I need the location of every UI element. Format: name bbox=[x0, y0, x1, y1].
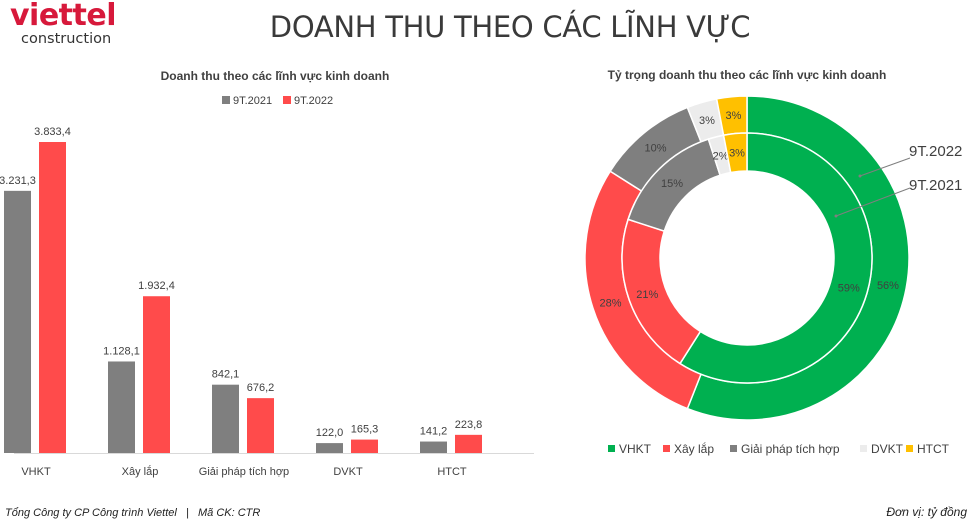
donut-slice-9T.2021-4 bbox=[722, 132, 748, 174]
slice-percent-label: 10% bbox=[645, 142, 667, 154]
legend-swatch bbox=[730, 445, 737, 452]
slice-percent-label: 56% bbox=[877, 280, 899, 292]
legend-label: HTCT bbox=[917, 442, 950, 456]
legend-swatch bbox=[860, 445, 867, 452]
bar-value-label: 122,0 bbox=[316, 427, 344, 439]
logo-subtitle: construction bbox=[21, 31, 112, 47]
bar-value-label: 676,2 bbox=[247, 382, 275, 394]
donut-legend: VHKT Xây lắp Giải pháp tích hợp DVKT HTCT bbox=[608, 441, 950, 456]
annotation-label-2022: 9T.2022 bbox=[909, 143, 962, 160]
annotation-leader-2021 bbox=[835, 187, 911, 217]
bar-chart: Doanh thu theo các lĩnh vực kinh doanh 9… bbox=[0, 69, 534, 478]
bar-value-label: 1.128,1 bbox=[103, 345, 140, 357]
footer-unit: Đơn vị: tỷ đồng bbox=[886, 505, 967, 519]
legend-label: Xây lắp bbox=[674, 441, 714, 456]
bar-value-label: 3.231,3 bbox=[0, 175, 36, 187]
donut-chart-title: Tỷ trọng doanh thu theo các lĩnh vực kin… bbox=[608, 68, 887, 82]
bar-9T.2021-4 bbox=[420, 441, 447, 453]
slice-percent-label: 59% bbox=[838, 283, 860, 295]
bar-9T.2022-2 bbox=[247, 398, 274, 453]
bar-chart-title: Doanh thu theo các lĩnh vực kinh doanh bbox=[161, 69, 390, 83]
legend-swatch bbox=[663, 445, 670, 452]
bar-chart-legend: 9T.2021 9T.2022 bbox=[222, 95, 333, 107]
category-label: Xây lắp bbox=[122, 465, 159, 478]
legend-swatch-2022 bbox=[283, 96, 291, 104]
bars-group: 3.231,3 3.833,4 VHKT 1.128,1 1.932,4 Xây lắp 8… bbox=[0, 126, 482, 478]
annotation-label-2021: 9T.2021 bbox=[909, 177, 962, 194]
bar-value-label: 3.833,4 bbox=[34, 126, 71, 138]
annotation-leader-2022 bbox=[859, 157, 911, 177]
donut-rings: 56%28%10%3% 3%59%21%15%2% 3% bbox=[584, 95, 910, 421]
slice-percent-label: 3% bbox=[729, 147, 745, 159]
legend-label: VHKT bbox=[619, 442, 652, 456]
bar-9T.2022-3 bbox=[351, 439, 378, 453]
bar-9T.2021-2 bbox=[212, 384, 239, 453]
bar-9T.2022-0 bbox=[39, 142, 66, 453]
legend-swatch-2021 bbox=[222, 96, 230, 104]
logo-wordmark: viettel bbox=[10, 0, 117, 33]
donut-chart: Tỷ trọng doanh thu theo các lĩnh vực kin… bbox=[584, 68, 962, 456]
legend-label: Giải pháp tích hợp bbox=[741, 442, 840, 456]
slice-percent-label: 3% bbox=[726, 110, 742, 122]
legend-label-2022: 9T.2022 bbox=[294, 95, 333, 107]
legend-label: DVKT bbox=[871, 442, 904, 456]
bar-9T.2022-4 bbox=[455, 434, 482, 453]
category-label: VHKT bbox=[21, 466, 51, 478]
bar-9T.2021-3 bbox=[316, 443, 343, 453]
slice-percent-label: 21% bbox=[636, 289, 658, 301]
slice-percent-label: 28% bbox=[600, 297, 622, 309]
footer-company: Tổng Công ty CP Công trình Viettel | Mã … bbox=[5, 507, 261, 519]
bar-value-label: 165,3 bbox=[351, 424, 379, 436]
category-label: Giải pháp tích hợp bbox=[199, 466, 289, 478]
bar-value-label: 223,8 bbox=[455, 419, 483, 431]
bar-9T.2021-1 bbox=[108, 361, 135, 453]
category-label: HTCT bbox=[437, 466, 467, 478]
bar-9T.2021-0 bbox=[4, 190, 31, 453]
page-title: DOANH THU THEO CÁC LĨNH VỰC bbox=[269, 10, 751, 44]
bar-value-label: 141,2 bbox=[420, 426, 448, 438]
legend-label-2021: 9T.2021 bbox=[233, 95, 272, 107]
slice-percent-label: 15% bbox=[661, 178, 683, 190]
slice-percent-label: 3% bbox=[699, 115, 715, 127]
bar-9T.2022-1 bbox=[143, 296, 170, 453]
slice-percent-label: 2% bbox=[713, 150, 729, 162]
bar-value-label: 842,1 bbox=[212, 369, 240, 381]
category-label: DVKT bbox=[333, 466, 363, 478]
ring-annotations: 9T.2022 9T.2021 bbox=[834, 143, 962, 218]
legend-swatch bbox=[906, 445, 913, 452]
bar-value-label: 1.932,4 bbox=[138, 280, 175, 292]
donut-slice-9T.2021-0 bbox=[678, 132, 873, 384]
legend-swatch bbox=[608, 445, 615, 452]
